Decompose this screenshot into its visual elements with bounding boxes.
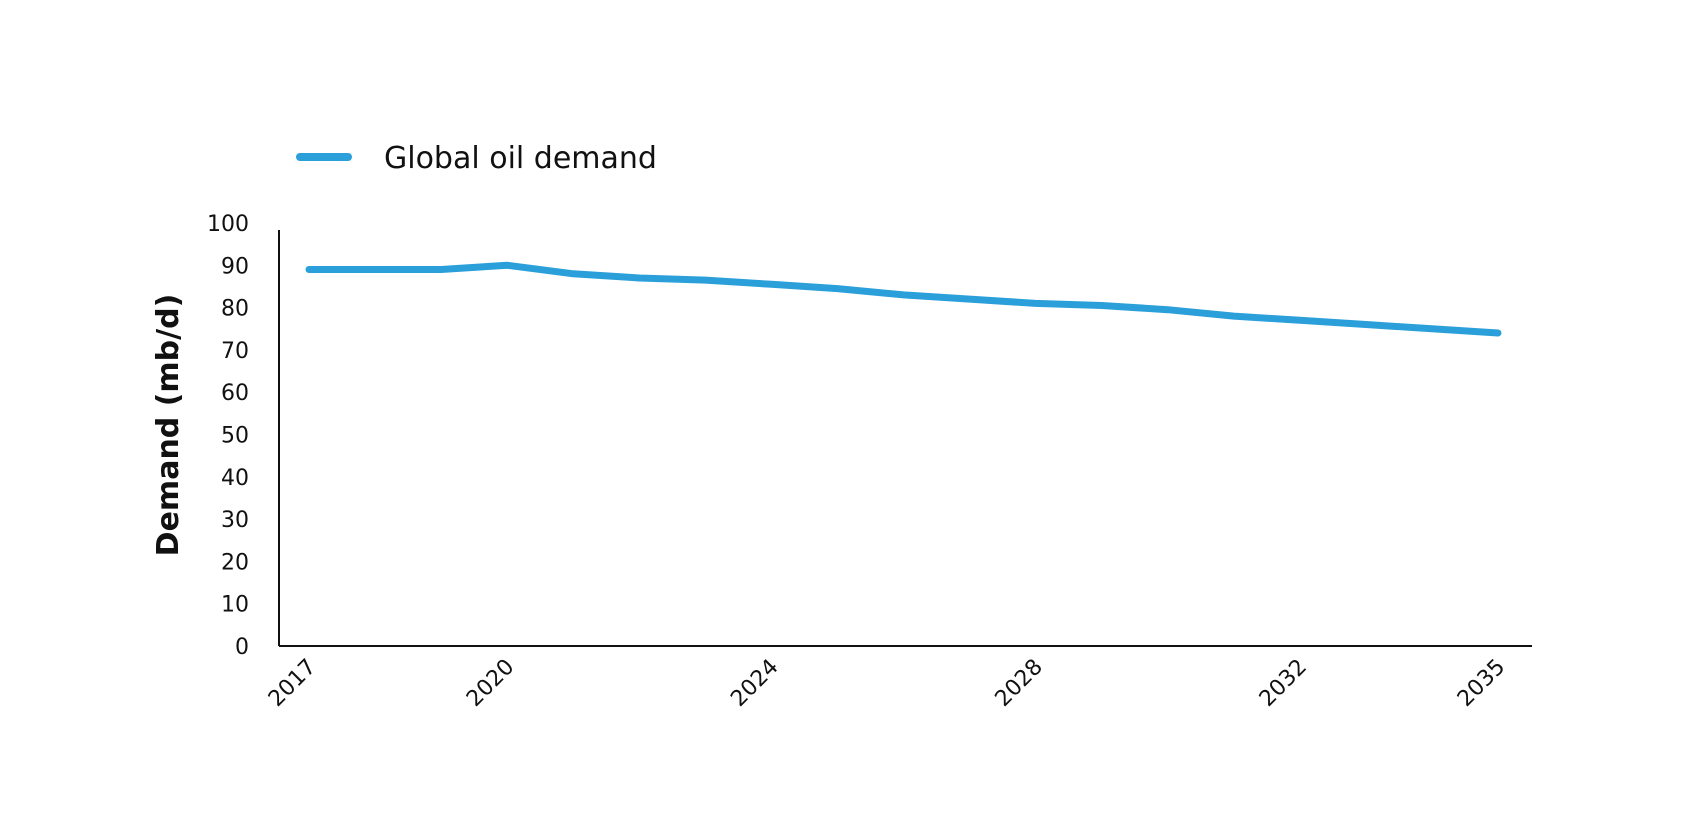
x-tick-label: 2024 [726, 655, 783, 712]
series-layer [305, 261, 1502, 337]
x-tick-label: 2017 [264, 655, 321, 712]
data-point [1363, 322, 1369, 328]
data-point [967, 296, 973, 302]
data-point [636, 275, 642, 281]
data-point [1033, 300, 1039, 306]
x-tick-label: 2032 [1255, 655, 1312, 712]
data-point [1099, 303, 1105, 309]
data-point [901, 292, 907, 298]
y-tick-label: 70 [221, 339, 249, 364]
y-tick-label: 10 [221, 593, 249, 618]
y-axis-title: Demand (mb/d) [151, 294, 186, 557]
y-tick-label: 90 [221, 254, 249, 279]
data-point [306, 267, 312, 273]
x-tick-label: 2035 [1453, 655, 1510, 712]
data-point [504, 262, 510, 268]
x-tick-label: 2020 [462, 655, 519, 712]
x-axis-tick-labels: 2017 2020 2024 2028 2032 2035 [264, 655, 1510, 712]
data-point [834, 286, 840, 292]
y-tick-label: 60 [221, 381, 249, 406]
legend: Global oil demand [296, 141, 657, 176]
y-tick-label: 100 [207, 212, 249, 237]
data-point [1165, 307, 1171, 313]
y-tick-label: 50 [221, 424, 249, 449]
x-tick-label: 2028 [991, 655, 1048, 712]
data-point [372, 267, 378, 273]
y-axis-tick-labels: 0 10 20 30 40 50 60 70 80 90 100 [207, 212, 249, 660]
data-point [438, 267, 444, 273]
y-tick-label: 40 [221, 466, 249, 491]
data-point [768, 281, 774, 287]
data-point [1429, 326, 1435, 332]
data-point [1297, 317, 1303, 323]
data-point [702, 277, 708, 283]
data-point [570, 271, 576, 277]
y-tick-label: 20 [221, 550, 249, 575]
legend-label-global-oil-demand: Global oil demand [384, 141, 657, 176]
y-tick-label: 80 [221, 297, 249, 322]
y-tick-label: 0 [235, 635, 249, 660]
series-line-global-oil-demand [305, 261, 1502, 337]
data-point [1231, 313, 1237, 319]
y-tick-label: 30 [221, 508, 249, 533]
data-point [1495, 330, 1501, 336]
